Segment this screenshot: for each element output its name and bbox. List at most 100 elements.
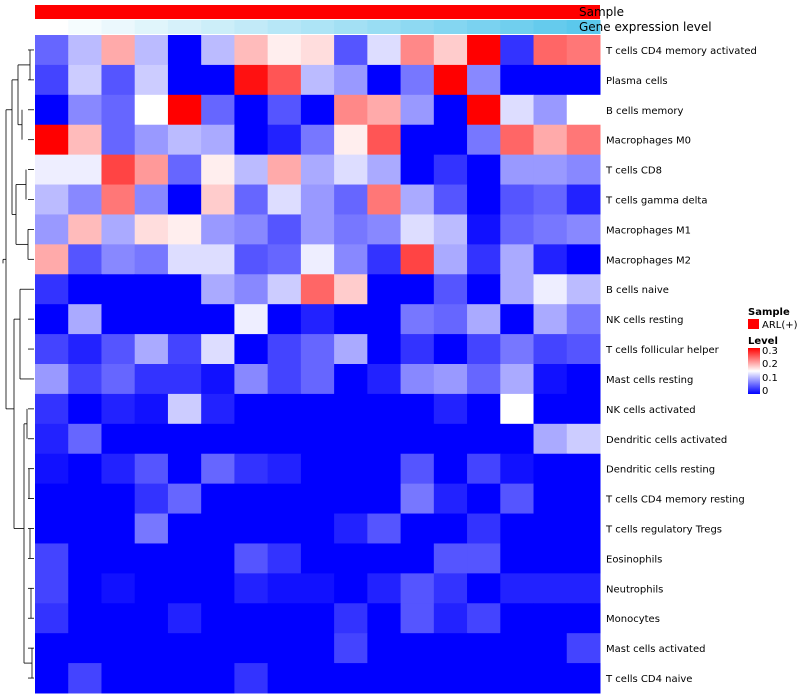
heatmap-cell [500,513,535,544]
heatmap-cell [566,64,601,96]
annotation-bar-expression-cell [300,20,335,34]
heatmap-cell [134,274,169,305]
heatmap-cell [300,35,335,66]
row-label: Mast cells resting [606,375,693,386]
heatmap-cell [467,64,501,96]
heatmap-cell [433,453,468,485]
heatmap-cell [566,124,601,156]
annotation-bar-expression-cell [367,20,402,34]
heatmap-cell [433,214,468,245]
heatmap-cell [267,483,302,515]
heatmap-cell [267,304,302,335]
heatmap-cell [334,64,368,96]
annotation-bar-expression-cell [500,20,535,34]
row-label: T cells regulatory Tregs [605,525,722,536]
heatmap-cell [433,393,468,425]
heatmap-cell [334,35,368,66]
heatmap-cell [167,214,202,245]
heatmap-cell [201,274,235,305]
heatmap-cell [201,64,235,96]
heatmap-cell [300,244,335,275]
heatmap-cell [400,334,435,365]
heatmap-cell [101,364,136,395]
heatmap-cell [167,543,202,574]
heatmap-cell [566,304,601,335]
heatmap-cell [267,274,302,305]
heatmap-cell [500,663,535,694]
heatmap-cell [68,633,102,664]
heatmap-cell [201,513,235,544]
heatmap-cell [35,423,69,455]
heatmap-cell [533,154,568,186]
heatmap-cell [500,304,535,335]
heatmap-cell [367,633,402,664]
row-label: NK cells resting [606,315,683,326]
row-label: Dendritic cells activated [606,435,727,446]
heatmap-cell [300,573,335,604]
heatmap-cell [566,334,601,365]
heatmap-cell [234,364,269,395]
heatmap-cell [533,483,568,515]
heatmap-cell [367,364,402,395]
heatmap-cell [566,364,601,395]
heatmap-cell [400,513,435,544]
heatmap-cell [367,154,402,186]
heatmap-cell [334,573,368,604]
heatmap-cell [35,154,69,186]
heatmap-cell [234,453,269,485]
heatmap-cell [533,663,568,694]
heatmap-cell [134,244,169,275]
heatmap-cell [35,543,69,574]
heatmap-cell [101,154,136,186]
heatmap-cell [300,393,335,425]
heatmap-cell [300,214,335,245]
heatmap-cell [234,633,269,664]
heatmap-cell [300,663,335,694]
heatmap-cell [566,184,601,215]
heatmap-cell [201,154,235,186]
heatmap-cell [367,334,402,365]
column-annotation-bars [35,5,601,34]
heatmap-cell [201,184,235,215]
heatmap-cell [101,513,136,544]
heatmap-cell [433,663,468,694]
heatmap-cell [467,274,501,305]
heatmap-cell [367,483,402,515]
heatmap-cell [300,364,335,395]
heatmap-cell [101,573,136,604]
heatmap-cell [433,64,468,96]
heatmap-cell [533,393,568,425]
heatmap-cell [400,543,435,574]
heatmap-cell [234,274,269,305]
row-label: Macrophages M0 [606,136,691,147]
heatmap-cell [267,663,302,694]
heatmap-cell [68,214,102,245]
heatmap-cell [533,543,568,574]
heatmap-cell [400,274,435,305]
heatmap-cell [234,244,269,275]
heatmap-cell [35,513,69,544]
heatmap-cell [267,633,302,664]
heatmap-cell [167,513,202,544]
legend: Sample ARL(+) Level 0.3 0.2 0.1 0 [748,307,798,397]
heatmap-cell [500,214,535,245]
heatmap-cell [433,334,468,365]
heatmap-cell [433,423,468,455]
heatmap-cell [367,573,402,604]
heatmap-cell [201,124,235,156]
heatmap-cell [500,423,535,455]
heatmap-cell [367,184,402,215]
heatmap-cell [500,603,535,634]
heatmap-cell [35,663,69,694]
heatmap-cell [500,64,535,96]
heatmap-cell [334,274,368,305]
heatmap-cell [400,603,435,634]
heatmap-cell [467,453,501,485]
heatmap-cell [334,244,368,275]
heatmap-cell [334,663,368,694]
heatmap-cell [134,154,169,186]
heatmap-cell [167,453,202,485]
heatmap-cell [400,423,435,455]
heatmap-cell [467,154,501,186]
heatmap-cell [300,64,335,96]
